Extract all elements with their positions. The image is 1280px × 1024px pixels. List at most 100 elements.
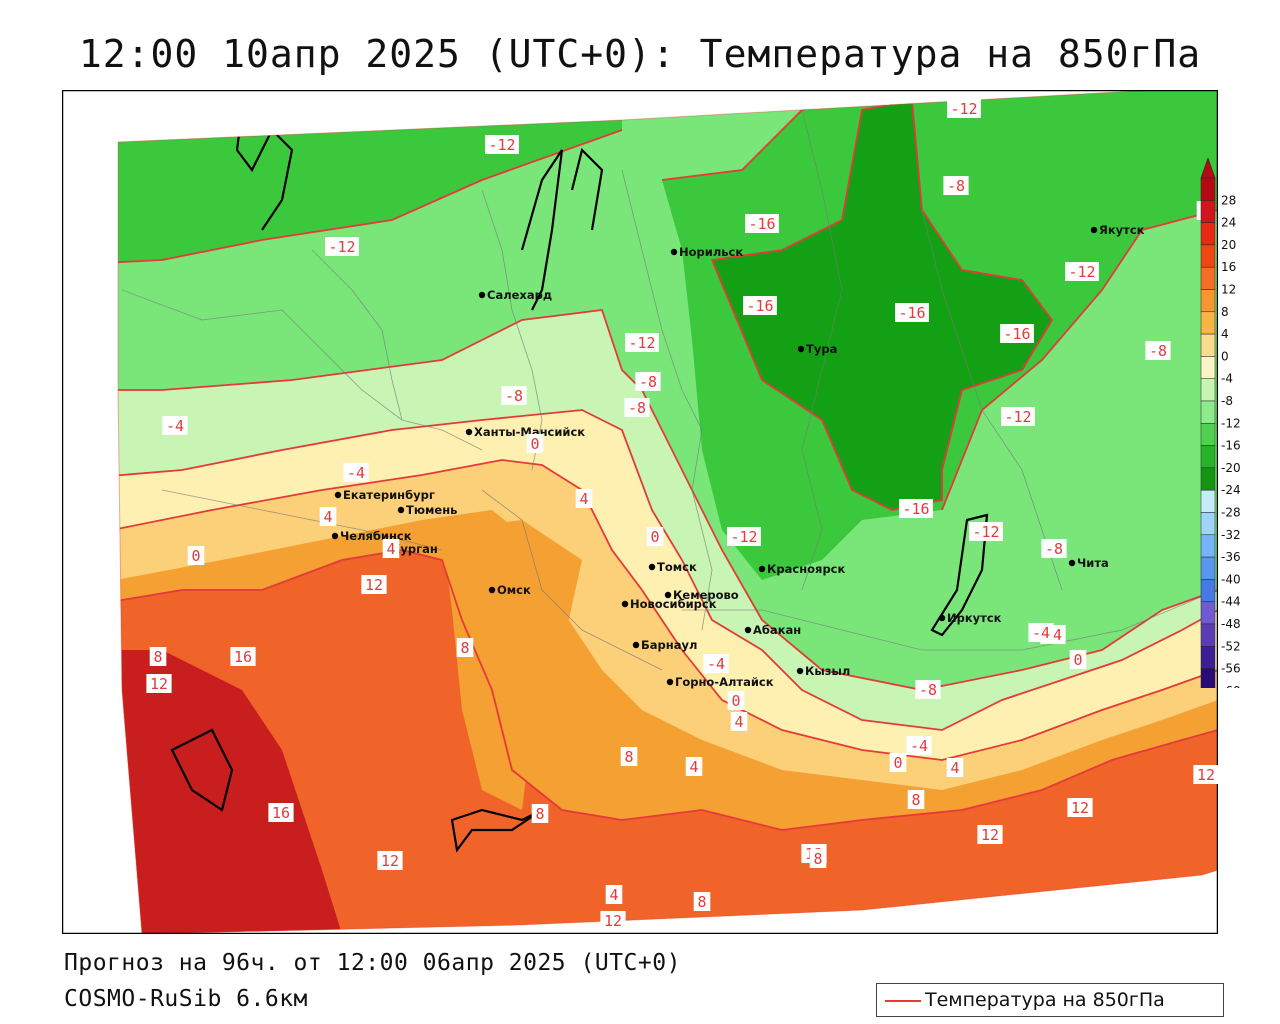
contour-label-text: 4: [734, 713, 743, 731]
contour-label-bg: [187, 546, 205, 565]
contour-label: 4: [382, 539, 400, 558]
contour-label-text: -12: [730, 528, 757, 546]
contour-label-bg: [230, 647, 256, 666]
city-4: Тура: [797, 342, 837, 356]
city-dot: [796, 667, 804, 675]
colorbar-swatch: [1200, 668, 1216, 688]
contour-label-bg: [1193, 765, 1218, 784]
contour-label-bg: [895, 303, 929, 322]
contour-label-bg: [809, 849, 827, 868]
temperature-map: Салехард Норильск Якутск Тура Ханты-Мансийск…: [62, 90, 1218, 934]
city-dot: [666, 678, 674, 686]
contour-label-bg: [899, 499, 933, 518]
contour-label-bg: [1145, 341, 1171, 360]
contour-label-text: -16: [902, 500, 929, 518]
city-label: Чита: [1077, 556, 1109, 570]
colorbar-top-arrow: [1200, 158, 1216, 179]
colorbar-swatch: [1200, 244, 1216, 268]
mild-warm-tongue: [442, 520, 582, 810]
contour-label-bg: [600, 911, 626, 930]
contour-label-text: -12: [628, 334, 655, 352]
city-label: Тура: [806, 342, 837, 356]
city-dot: [938, 614, 946, 622]
contour-label: -12: [485, 135, 519, 154]
city-dot: [1068, 559, 1076, 567]
city-label: Салехард: [487, 288, 552, 302]
contour-label-bg: [268, 803, 294, 822]
contour-label-text: 12: [150, 675, 168, 693]
contour-label: -16: [745, 214, 779, 233]
city-12: Томск: [648, 560, 697, 574]
contour-label-text: -12: [950, 100, 977, 118]
city-dot: [744, 626, 752, 634]
city-dot: [478, 291, 486, 299]
contour-label-text: 8: [624, 748, 633, 766]
city-label: Горно-Алтайск: [675, 675, 774, 689]
contour-label: 12: [1067, 798, 1093, 817]
colorbar-tick: -4: [1221, 372, 1233, 386]
city-label: Ханты-Мансийск: [474, 425, 585, 439]
contour-label-text: 0: [650, 528, 659, 546]
colorbar-swatch: [1200, 601, 1216, 625]
contour-label-text: -4: [1032, 624, 1050, 642]
colorbar-tick: 4: [1221, 327, 1229, 341]
contour-label-text: 12: [981, 826, 999, 844]
colorbar-tick: -8: [1221, 394, 1233, 408]
colorbar-tick: -16: [1221, 439, 1241, 453]
city-dot: [670, 248, 678, 256]
city-dot: [488, 586, 496, 594]
city-label: Норильск: [679, 245, 743, 259]
colorbar-swatch: [1200, 222, 1216, 246]
contour-label: -4: [703, 654, 729, 673]
contour-label-bg: [575, 489, 593, 508]
colorbar-tick: -40: [1221, 572, 1241, 586]
city-dot: [1090, 226, 1098, 234]
contour-label-bg: [1028, 623, 1054, 642]
colorbar-tick: -52: [1221, 639, 1241, 653]
contour-label-text: 4: [950, 759, 959, 777]
city-13: Кемерово: [664, 588, 739, 602]
contour-label-bg: [625, 333, 659, 352]
contour-label-text: 0: [530, 435, 539, 453]
contour-label: -8: [915, 680, 941, 699]
contour-label-bg: [943, 176, 969, 195]
contour-label-text: 8: [697, 893, 706, 911]
city-label: Красноярск: [767, 562, 845, 576]
contour-label: -12: [625, 333, 659, 352]
contour-label: 0: [187, 546, 205, 565]
contour-label-text: 4: [609, 886, 618, 904]
map-frame: [62, 90, 1218, 934]
city-label: Челябинск: [340, 529, 412, 543]
city-19: Иркутск: [938, 611, 1002, 625]
contour-label: 0: [526, 434, 544, 453]
contour-label-text: -16: [898, 304, 925, 322]
contour-label: -8: [624, 398, 650, 417]
contour-label-bg: [377, 851, 403, 870]
contour-label: 4: [685, 757, 703, 776]
city-20: Чита: [1068, 556, 1109, 570]
city-dot: [797, 345, 805, 353]
colorbar-tick: 12: [1221, 283, 1236, 297]
city-label: Томск: [657, 560, 697, 574]
contour-label-bg: [1065, 262, 1099, 281]
contour-label-text: 12: [381, 852, 399, 870]
city-dot: [331, 532, 339, 540]
contour-label-bg: [1069, 650, 1087, 669]
colorbar-tick: 28: [1221, 193, 1236, 207]
contour-label-bg: [1067, 798, 1093, 817]
city-17: Абакан: [744, 623, 801, 637]
city-label: Абакан: [753, 623, 801, 637]
contour-label-text: 12: [604, 912, 622, 930]
contour-label-bg: [456, 638, 474, 657]
contour-label-bg: [727, 691, 745, 710]
contour-label-bg: [693, 892, 711, 911]
contour-label-text: -12: [488, 136, 515, 154]
city-label: Тюмень: [406, 503, 457, 517]
colorbar-swatch: [1200, 489, 1216, 513]
contour-label: 4: [946, 758, 964, 777]
city-6: Екатеринбург: [334, 488, 435, 502]
contour-label-bg: [727, 527, 761, 546]
city-11: Новосибирск: [621, 597, 717, 611]
contour-label: 0: [646, 527, 664, 546]
contour-label-text: 4: [323, 508, 332, 526]
